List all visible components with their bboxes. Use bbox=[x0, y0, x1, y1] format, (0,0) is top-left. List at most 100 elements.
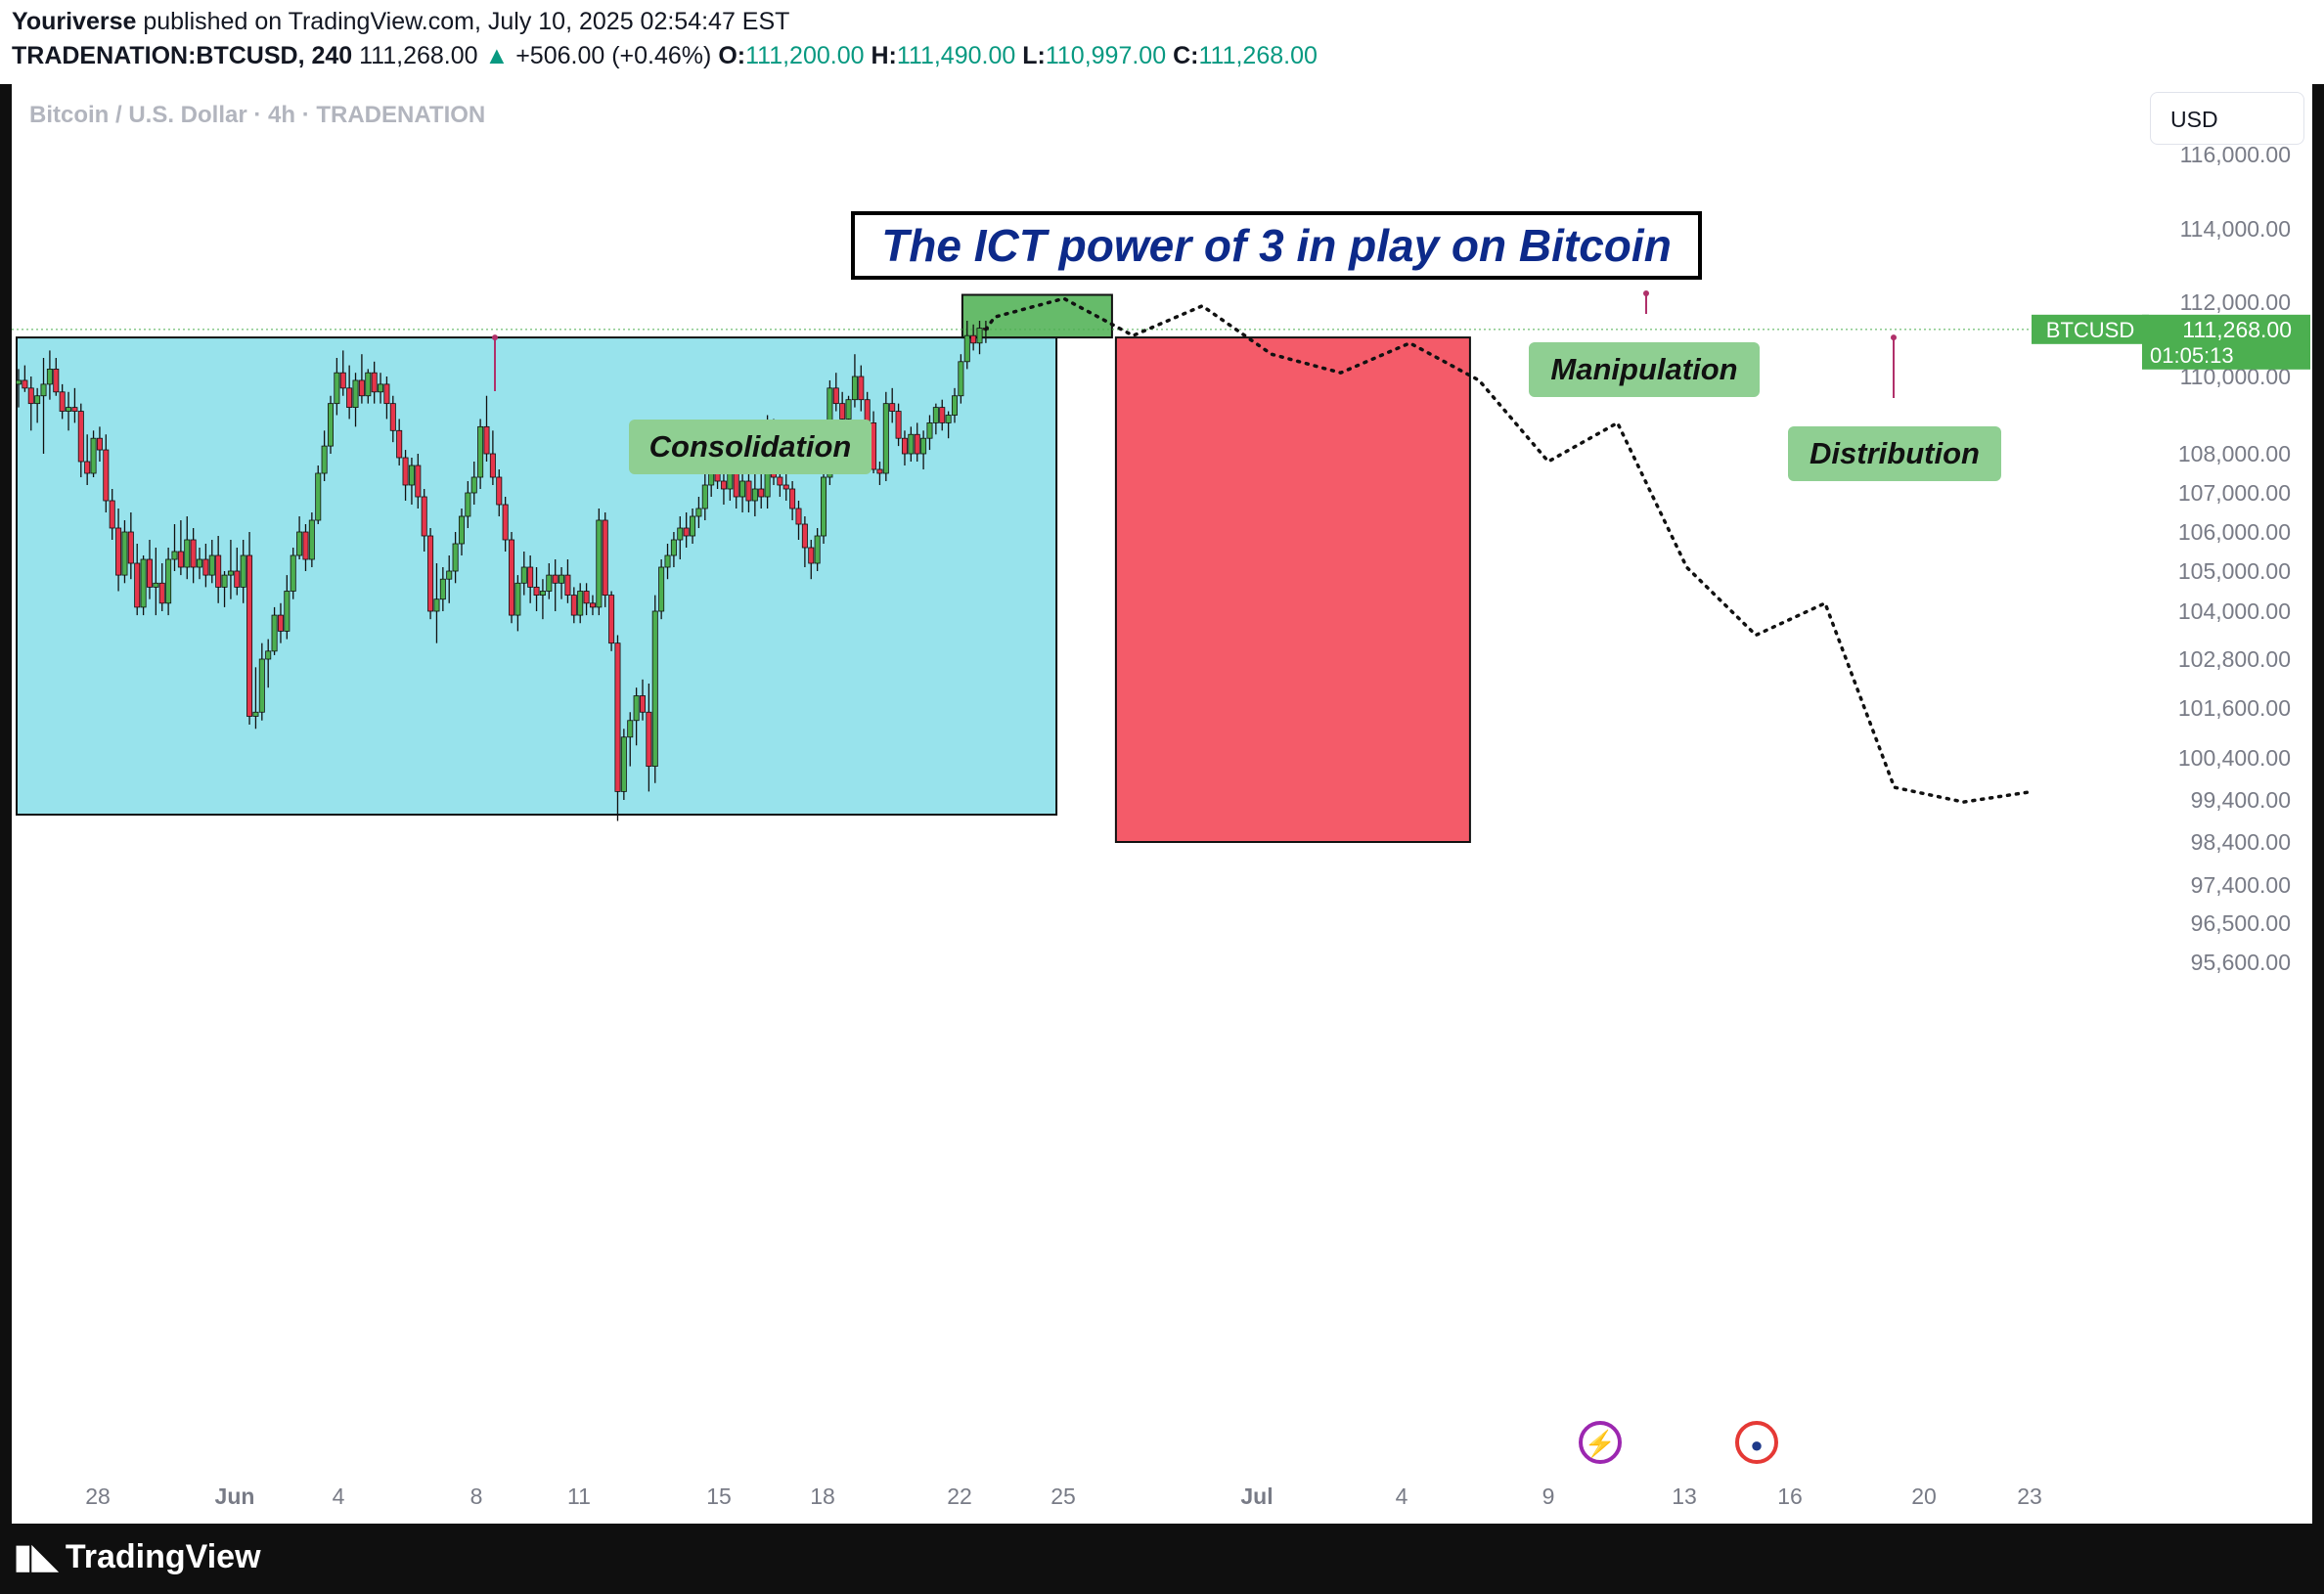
candle[interactable] bbox=[427, 535, 434, 612]
candle[interactable] bbox=[421, 496, 427, 537]
candle[interactable] bbox=[520, 566, 527, 584]
candle[interactable] bbox=[577, 591, 584, 616]
candle[interactable] bbox=[839, 403, 846, 420]
candle[interactable] bbox=[920, 437, 927, 455]
candle[interactable] bbox=[533, 587, 540, 597]
candle[interactable] bbox=[952, 395, 959, 416]
candle[interactable] bbox=[714, 472, 721, 482]
candle[interactable] bbox=[339, 372, 346, 389]
candle[interactable] bbox=[871, 421, 877, 470]
candle[interactable] bbox=[27, 387, 34, 405]
manipulation-label[interactable]: Manipulation bbox=[1529, 342, 1760, 397]
candle[interactable] bbox=[452, 543, 459, 572]
candle[interactable] bbox=[908, 433, 915, 455]
candle[interactable] bbox=[158, 582, 165, 604]
candle[interactable] bbox=[602, 519, 608, 596]
candle[interactable] bbox=[290, 554, 296, 592]
candle[interactable] bbox=[265, 650, 272, 660]
candle[interactable] bbox=[296, 531, 303, 556]
candle[interactable] bbox=[246, 554, 253, 717]
candle[interactable] bbox=[59, 391, 66, 412]
candle[interactable] bbox=[277, 614, 284, 632]
price-chart[interactable]: 116,000.00114,000.00112,000.00110,000.00… bbox=[12, 84, 2312, 1524]
candle[interactable] bbox=[589, 602, 596, 608]
candle[interactable] bbox=[221, 574, 228, 588]
candle[interactable] bbox=[932, 407, 939, 423]
candle[interactable] bbox=[96, 437, 103, 451]
candle[interactable] bbox=[439, 578, 446, 600]
candle[interactable] bbox=[365, 372, 372, 397]
candle[interactable] bbox=[234, 570, 241, 588]
candle[interactable] bbox=[146, 558, 153, 588]
candle[interactable] bbox=[378, 383, 384, 393]
currency-button[interactable]: USD bbox=[2150, 92, 2304, 145]
candle[interactable] bbox=[808, 547, 815, 564]
tradingview-logo[interactable]: ▮◣ TradingView bbox=[14, 1537, 261, 1576]
author-name[interactable]: Youriverse bbox=[12, 8, 137, 35]
candle[interactable] bbox=[115, 527, 122, 576]
manipulation-zone[interactable] bbox=[961, 293, 1113, 339]
candle[interactable] bbox=[383, 383, 390, 405]
candle[interactable] bbox=[358, 379, 365, 397]
candle[interactable] bbox=[121, 531, 128, 576]
candle[interactable] bbox=[958, 361, 964, 397]
candle[interactable] bbox=[970, 334, 977, 344]
candle[interactable] bbox=[371, 372, 378, 393]
candle[interactable] bbox=[514, 582, 521, 616]
candle[interactable] bbox=[895, 411, 902, 439]
candle[interactable] bbox=[976, 328, 983, 344]
candle[interactable] bbox=[801, 523, 808, 549]
candle[interactable] bbox=[640, 695, 647, 713]
candle[interactable] bbox=[658, 566, 665, 612]
candle[interactable] bbox=[795, 508, 802, 525]
candle[interactable] bbox=[489, 453, 496, 478]
candle[interactable] bbox=[465, 492, 471, 517]
candle[interactable] bbox=[627, 720, 634, 738]
candle[interactable] bbox=[677, 527, 684, 541]
candle[interactable] bbox=[832, 387, 839, 405]
candle[interactable] bbox=[446, 570, 453, 580]
candle[interactable] bbox=[415, 465, 422, 498]
candle[interactable] bbox=[821, 476, 827, 537]
candle[interactable] bbox=[190, 539, 197, 568]
candle[interactable] bbox=[477, 425, 484, 478]
candle[interactable] bbox=[502, 504, 509, 541]
candle[interactable] bbox=[458, 515, 465, 545]
candle[interactable] bbox=[608, 595, 615, 644]
candle[interactable] bbox=[177, 551, 184, 568]
candle[interactable] bbox=[165, 558, 172, 604]
candle[interactable] bbox=[690, 515, 696, 537]
candle[interactable] bbox=[315, 472, 322, 521]
candle[interactable] bbox=[945, 415, 952, 423]
candle[interactable] bbox=[646, 711, 652, 767]
candle[interactable] bbox=[240, 554, 246, 588]
candle[interactable] bbox=[53, 368, 60, 393]
events-icon[interactable] bbox=[1579, 1421, 1622, 1464]
candle[interactable] bbox=[77, 411, 84, 463]
candle[interactable] bbox=[153, 582, 159, 588]
candle[interactable] bbox=[302, 531, 309, 560]
candle[interactable] bbox=[46, 368, 53, 385]
candle[interactable] bbox=[914, 433, 920, 455]
candle[interactable] bbox=[496, 476, 503, 506]
candle[interactable] bbox=[134, 562, 141, 608]
candle[interactable] bbox=[433, 598, 440, 612]
candle[interactable] bbox=[327, 403, 334, 447]
candle[interactable] bbox=[559, 574, 565, 584]
candle[interactable] bbox=[527, 566, 534, 588]
candle[interactable] bbox=[963, 334, 970, 363]
candle[interactable] bbox=[620, 736, 627, 792]
candle[interactable] bbox=[483, 425, 490, 455]
candle[interactable] bbox=[184, 539, 191, 568]
candle[interactable] bbox=[389, 403, 396, 431]
candle[interactable] bbox=[614, 642, 621, 792]
candle[interactable] bbox=[777, 476, 783, 486]
candle[interactable] bbox=[739, 480, 746, 498]
candle[interactable] bbox=[16, 379, 22, 385]
candle[interactable] bbox=[40, 383, 47, 397]
candle[interactable] bbox=[539, 591, 546, 596]
us-flag-event-icon[interactable] bbox=[1735, 1421, 1778, 1464]
candle[interactable] bbox=[171, 551, 178, 560]
candle[interactable] bbox=[720, 480, 727, 490]
candle[interactable] bbox=[564, 574, 571, 597]
